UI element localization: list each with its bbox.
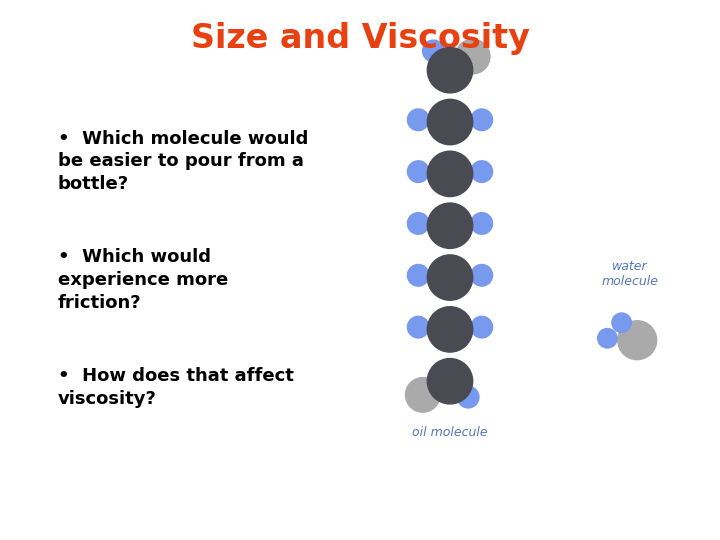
Ellipse shape bbox=[618, 321, 657, 360]
Ellipse shape bbox=[612, 313, 631, 333]
Ellipse shape bbox=[427, 255, 473, 300]
Text: oil molecule: oil molecule bbox=[412, 426, 488, 438]
Ellipse shape bbox=[471, 316, 492, 338]
Ellipse shape bbox=[427, 307, 473, 352]
Ellipse shape bbox=[427, 151, 473, 197]
Ellipse shape bbox=[408, 161, 429, 183]
Ellipse shape bbox=[405, 377, 440, 412]
Ellipse shape bbox=[408, 316, 429, 338]
Ellipse shape bbox=[427, 359, 473, 404]
Text: Size and Viscosity: Size and Viscosity bbox=[191, 22, 529, 55]
Text: •  How does that affect
viscosity?: • How does that affect viscosity? bbox=[58, 367, 294, 408]
Ellipse shape bbox=[423, 40, 444, 62]
Ellipse shape bbox=[455, 39, 490, 74]
Ellipse shape bbox=[427, 99, 473, 145]
Text: •  Which would
experience more
friction?: • Which would experience more friction? bbox=[58, 248, 228, 312]
Ellipse shape bbox=[598, 328, 617, 348]
Text: water
molecule: water molecule bbox=[601, 260, 659, 288]
Ellipse shape bbox=[408, 265, 429, 286]
Ellipse shape bbox=[471, 161, 492, 183]
Ellipse shape bbox=[408, 109, 429, 131]
Ellipse shape bbox=[471, 109, 492, 131]
Ellipse shape bbox=[457, 386, 479, 408]
Ellipse shape bbox=[427, 203, 473, 248]
Ellipse shape bbox=[427, 48, 473, 93]
Ellipse shape bbox=[408, 213, 429, 234]
Ellipse shape bbox=[471, 213, 492, 234]
Ellipse shape bbox=[471, 265, 492, 286]
Text: •  Which molecule would
be easier to pour from a
bottle?: • Which molecule would be easier to pour… bbox=[58, 130, 308, 193]
